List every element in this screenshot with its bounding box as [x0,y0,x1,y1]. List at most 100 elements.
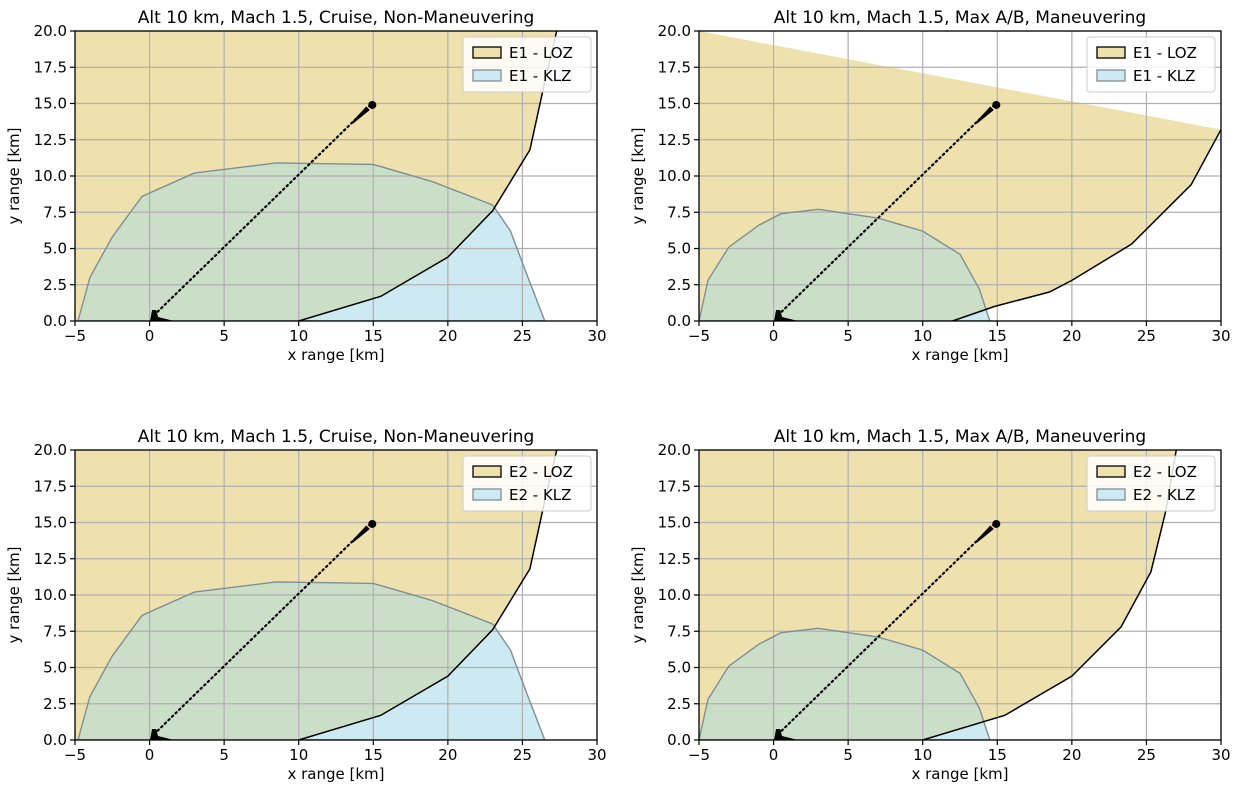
x-tick-label: −5 [64,746,86,764]
x-tick-label: −5 [688,327,710,345]
x-tick-label: 25 [1137,746,1156,764]
y-tick-label: 20.0 [658,22,691,40]
target-marker [992,100,1001,109]
legend-swatch-klz [472,69,502,82]
legend-label-loz: E1 - LOZ [509,44,573,62]
chart-title: Alt 10 km, Mach 1.5, Max A/B, Maneuverin… [774,427,1146,447]
y-tick-label: 10.0 [658,167,691,185]
y-tick-label: 0.0 [667,731,691,749]
x-tick-label: 5 [843,746,853,764]
legend-label-loz: E2 - LOZ [509,463,573,481]
y-tick-label: 7.5 [667,622,691,640]
target-marker [368,100,377,109]
trajectory-line [776,522,996,736]
x-tick-label: 25 [513,746,532,764]
launcher-marker [150,310,175,321]
x-tick-label: 5 [219,746,229,764]
legend: E2 - LOZ E2 - KLZ [462,455,592,512]
x-tick-label: 10 [289,327,308,345]
legend-label-klz: E2 - KLZ [1133,486,1195,504]
legend: E1 - LOZ E1 - KLZ [462,36,592,93]
subplot-3: −5 0 5 10 15 20 25 30 0.0 2.5 5.0 7.5 10.0 12.5 15.0 17… [5,427,607,783]
y-tick-label: 20.0 [658,441,691,459]
x-tick-label: 20 [1062,327,1081,345]
target-heading-marker [975,106,994,124]
launcher-marker [774,729,799,740]
chart-title: Alt 10 km, Mach 1.5, Max A/B, Maneuverin… [774,8,1146,28]
plot-area [75,31,597,321]
klz-boundary [77,162,546,321]
subplot-2: −5 0 5 10 15 20 25 30 0.0 2.5 5.0 7.5 10.0 12.5 15.0 17… [629,8,1231,364]
target-marker [368,519,377,528]
x-tick-label: 20 [438,327,457,345]
plot-area [699,450,1221,740]
target-heading-marker [351,106,370,124]
x-tick-label: 15 [988,327,1007,345]
y-tick-label: 5.0 [667,659,691,677]
legend-label-loz: E1 - LOZ [1133,44,1197,62]
y-tick-label: 7.5 [43,203,67,221]
y-tick-label: 10.0 [34,586,67,604]
y-tick-label: 2.5 [667,276,691,294]
legend-label-klz: E2 - KLZ [509,486,571,504]
x-tick-label: 15 [988,746,1007,764]
x-tick-label: 5 [219,327,229,345]
klz-boundary [699,208,991,321]
legend-swatch-klz [1096,69,1126,82]
y-tick-label: 12.5 [658,550,691,568]
y-axis-label: y range [km] [5,546,23,643]
legend: E2 - LOZ E2 - KLZ [1086,455,1216,512]
x-tick-label: 20 [438,746,457,764]
chart-title: Alt 10 km, Mach 1.5, Cruise, Non-Maneuve… [138,8,535,28]
x-tick-label: 30 [587,746,606,764]
y-tick-label: 20.0 [34,441,67,459]
y-tick-label: 15.0 [658,95,691,113]
y-tick-label: 5.0 [667,240,691,258]
x-tick-label: −5 [688,746,710,764]
overlap-region [699,628,990,740]
legend-label-loz: E2 - LOZ [1133,463,1197,481]
x-tick-label: 15 [364,746,383,764]
y-tick-label: 12.5 [658,131,691,149]
x-tick-label: 15 [364,327,383,345]
x-tick-label: 0 [145,746,155,764]
chart-title: Alt 10 km, Mach 1.5, Cruise, Non-Maneuve… [138,427,535,447]
y-tick-label: 0.0 [43,731,67,749]
y-tick-label: 12.5 [34,550,67,568]
x-tick-label: 25 [1137,327,1156,345]
legend-swatch-klz [1096,488,1126,501]
trajectory-line [776,103,996,317]
y-tick-label: 7.5 [667,203,691,221]
x-tick-label: 25 [513,327,532,345]
x-tick-label: 30 [1211,746,1230,764]
y-tick-label: 5.0 [43,659,67,677]
launcher-marker [150,729,175,740]
x-tick-label: 30 [587,327,606,345]
x-tick-label: 5 [843,327,853,345]
x-tick-label: 0 [769,746,779,764]
y-tick-label: 15.0 [658,514,691,532]
launcher-marker [774,310,799,321]
legend-label-klz: E1 - KLZ [1133,67,1195,85]
y-tick-label: 2.5 [667,695,691,713]
y-tick-label: 17.5 [34,58,67,76]
y-tick-label: 2.5 [43,695,67,713]
klz-boundary [77,581,546,740]
loz-boundary [952,129,1221,321]
klz-boundary [699,627,991,740]
trajectory-line [152,522,372,736]
x-tick-label: 20 [1062,746,1081,764]
y-tick-label: 0.0 [667,312,691,330]
legend-swatch-loz [472,46,502,59]
trajectory-line [152,103,372,317]
y-tick-label: 15.0 [34,95,67,113]
y-tick-label: 2.5 [43,276,67,294]
subplot-1: −5 0 5 10 15 20 25 30 0.0 2.5 5.0 7.5 10.0 12.5 15.0 17… [5,8,607,364]
x-axis-label: x range [km] [287,765,384,783]
x-tick-label: 10 [289,746,308,764]
legend-swatch-loz [472,465,502,478]
x-tick-label: 30 [1211,327,1230,345]
y-tick-label: 5.0 [43,240,67,258]
